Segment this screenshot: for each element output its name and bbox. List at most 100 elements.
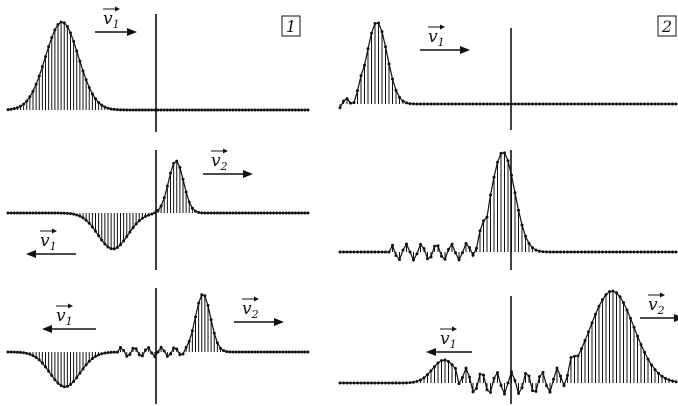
sample-dot [514, 379, 517, 382]
sample-dot [391, 244, 394, 247]
sample-dot [266, 109, 269, 112]
sample-dot [100, 352, 103, 355]
sample-dot [207, 211, 210, 214]
sample-dot [53, 378, 56, 381]
sample-dot [157, 108, 160, 111]
sample-dot [241, 350, 244, 353]
sample-dot [419, 243, 422, 246]
sample-dot [482, 103, 485, 106]
velocity-v2-label: v2 [242, 299, 259, 321]
sample-dot [250, 212, 253, 215]
sample-dot [493, 176, 496, 179]
sample-dot [250, 351, 253, 354]
sample-dot [91, 357, 94, 360]
sample-dot [153, 211, 156, 214]
sample-dot [633, 251, 636, 254]
sample-dot [297, 109, 300, 112]
sample-dot [482, 219, 485, 222]
sample-dot [356, 89, 359, 92]
sample-dot [468, 103, 471, 106]
sample-dot [266, 351, 269, 354]
sample-dot [157, 351, 160, 354]
sample-dot [285, 351, 288, 354]
sample-dot [269, 351, 272, 354]
sample-dot [38, 358, 41, 361]
sample-dot [566, 374, 569, 377]
sample-dot [263, 351, 266, 354]
sample-dot [370, 382, 373, 385]
panel-1-plots: v1 v2 v1 v1 v2 [7, 7, 310, 405]
sample-dot [188, 340, 191, 343]
sample-dot [675, 380, 678, 383]
sample-dot [225, 350, 228, 353]
sample-dot [363, 251, 366, 254]
sample-dot [300, 212, 303, 215]
sample-dot [535, 249, 538, 252]
sample-dot [153, 355, 156, 358]
sample-dot [10, 351, 13, 354]
sample-dot [636, 103, 639, 106]
sample-dot [291, 351, 294, 354]
sample-dot [458, 103, 461, 106]
sample-dot [472, 254, 475, 257]
sample-dot [671, 379, 674, 382]
sample-dot [479, 373, 482, 376]
sample-dot [150, 212, 153, 215]
sample-dot [44, 55, 47, 58]
sample-dot [594, 251, 597, 254]
sample-dot [552, 250, 555, 253]
sample-dot [402, 100, 405, 103]
sample-dot [416, 252, 419, 255]
sample-dot [82, 69, 85, 72]
sample-dot [300, 351, 303, 354]
sample-dot [570, 251, 573, 254]
sample-dot [275, 109, 278, 112]
sample-dot [465, 103, 468, 106]
sample-dot [178, 353, 181, 356]
sample-dot [472, 103, 475, 106]
sample-dot [28, 95, 31, 98]
sample-dot [28, 353, 31, 356]
sample-dot [294, 212, 297, 215]
sample-dot [405, 243, 408, 246]
sample-dot [166, 185, 169, 188]
sample-dot [157, 209, 160, 212]
wave-curve [340, 23, 676, 108]
sample-dot [503, 151, 506, 154]
sample-dot [619, 295, 622, 298]
sample-dot [430, 255, 433, 258]
sample-dot [88, 222, 91, 225]
sample-dot [53, 212, 56, 215]
sample-dot [22, 103, 25, 106]
sample-dot [622, 103, 625, 106]
sample-dot [454, 367, 457, 370]
sample-dot [75, 49, 78, 52]
sample-dot [235, 212, 238, 215]
sample-dot [188, 201, 191, 204]
sample-dot [426, 257, 429, 260]
sample-dot [263, 109, 266, 112]
sample-dot [207, 304, 210, 307]
sample-dot [647, 103, 650, 106]
sample-dot [552, 378, 555, 381]
sample-dot [664, 251, 667, 254]
wave-curve [8, 22, 308, 110]
sample-dot [275, 351, 278, 354]
sample-dot [528, 242, 531, 245]
sample-dot [269, 109, 272, 112]
sample-dot [496, 103, 499, 106]
panel-1: 1 [282, 16, 300, 36]
sample-dot [282, 109, 285, 112]
sample-dot [461, 376, 464, 379]
panel-1-row-2: v2v1 [7, 149, 310, 271]
sample-dot [566, 103, 569, 106]
sample-dot [363, 382, 366, 385]
sample-dot [160, 109, 163, 112]
sample-dot [191, 207, 194, 210]
sample-dot [486, 388, 489, 391]
sample-dot [447, 103, 450, 106]
sample-dot [169, 109, 172, 112]
sample-dot [384, 251, 387, 254]
sample-dot [374, 382, 377, 385]
sample-dot [430, 102, 433, 105]
